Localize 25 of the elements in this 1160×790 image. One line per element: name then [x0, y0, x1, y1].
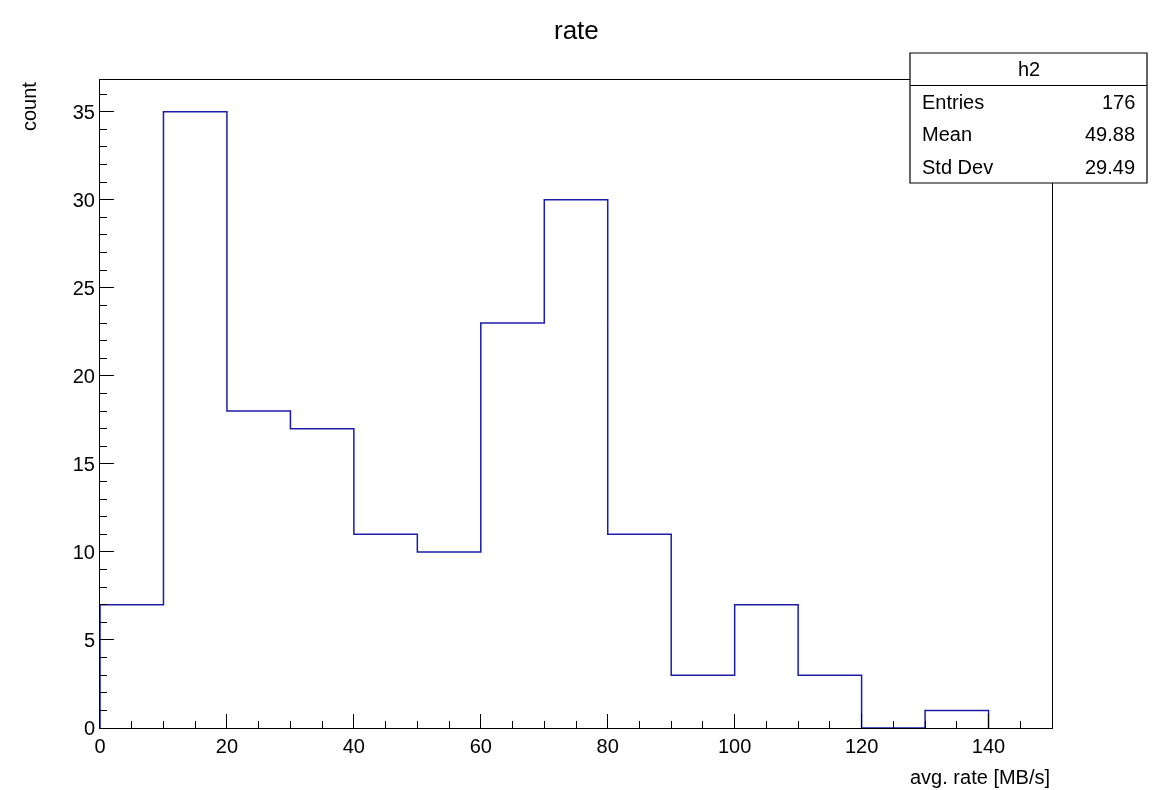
y-axis-title: count [18, 81, 41, 132]
x-tick-label: 80 [596, 735, 619, 757]
text: 29.49 [1085, 156, 1136, 178]
annotation: h2 [1018, 58, 1041, 80]
x-axis-title: avg. rate [MB/s] [910, 766, 1051, 788]
y-tick-label: 20 [72, 364, 95, 387]
annotation: Std Dev [922, 156, 994, 178]
y-tick-label: 25 [72, 276, 95, 299]
y-tick-label: 10 [72, 540, 95, 563]
x-tick-label: 40 [342, 735, 365, 757]
x-tick-label: 60 [469, 735, 492, 757]
annotation: Mean [922, 123, 973, 145]
text: 49.88 [1085, 123, 1136, 145]
x-tick-label: 120 [844, 735, 879, 757]
x-tick-label: 140 [971, 735, 1006, 757]
y-tick-label: 35 [72, 100, 95, 123]
x-tick-label: 20 [215, 735, 239, 757]
y-tick-label: 30 [72, 188, 95, 211]
text: 176 [1102, 91, 1136, 113]
chart-title: rate [554, 15, 599, 45]
y-tick-label: 5 [83, 628, 95, 651]
x-tick-label: 100 [717, 735, 752, 757]
y-tick-label: 0 [83, 717, 95, 739]
annotation: Entries [922, 91, 985, 113]
y-tick-label: 15 [72, 452, 95, 475]
